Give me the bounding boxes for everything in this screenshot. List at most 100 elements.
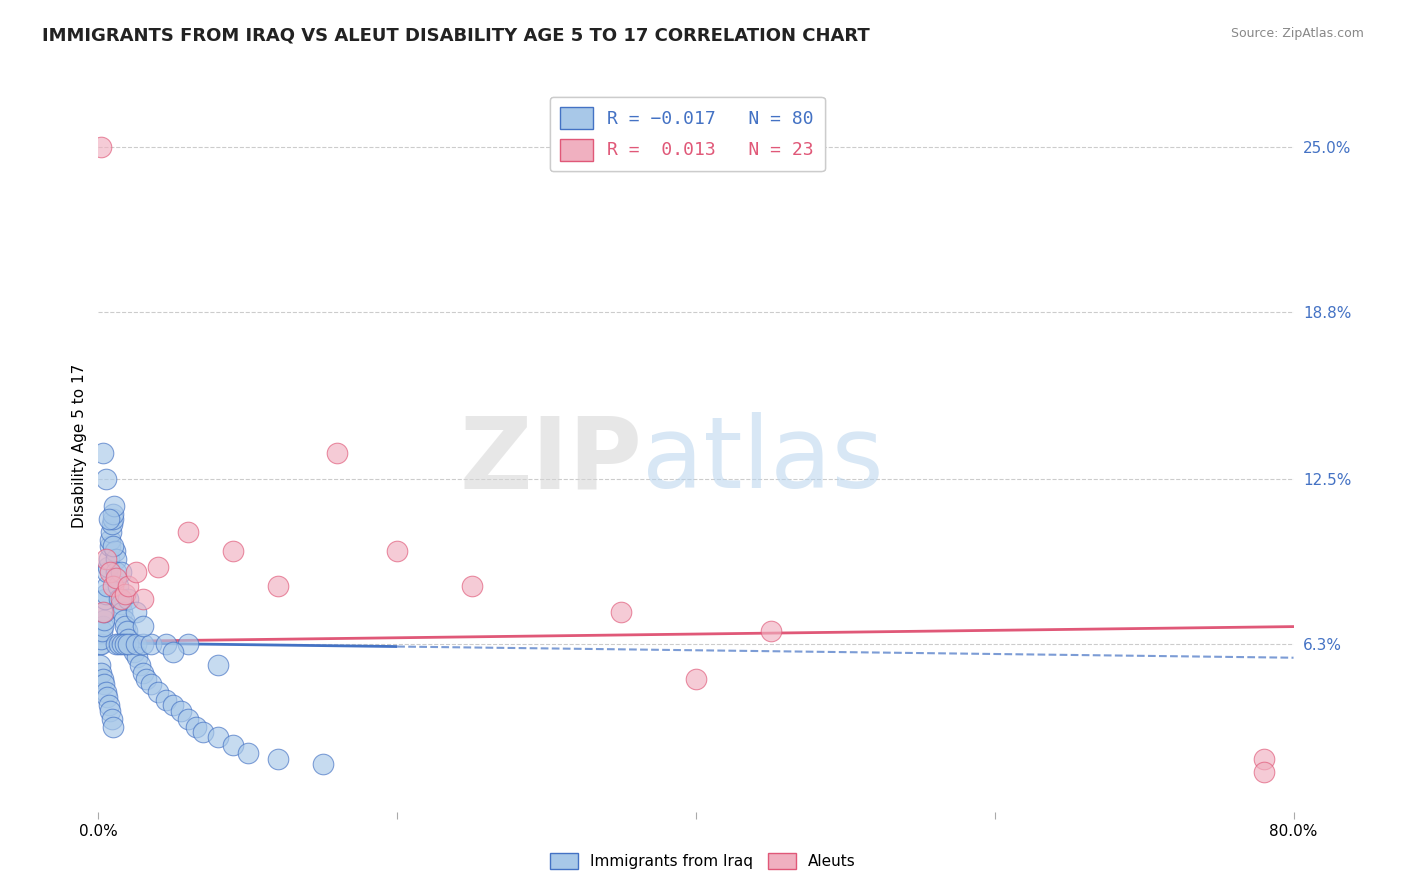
Text: atlas: atlas bbox=[643, 412, 884, 509]
Point bbox=[110, 566, 132, 580]
Point bbox=[127, 650, 149, 665]
Point bbox=[177, 525, 200, 540]
Point bbox=[98, 566, 122, 580]
Point bbox=[94, 472, 117, 486]
Point bbox=[120, 637, 142, 651]
Point bbox=[94, 552, 117, 566]
Point bbox=[191, 725, 214, 739]
Point bbox=[685, 672, 707, 686]
Point bbox=[207, 731, 229, 745]
Point bbox=[94, 586, 117, 600]
Point bbox=[267, 751, 290, 765]
Point bbox=[90, 637, 112, 651]
Point bbox=[104, 552, 127, 566]
Point bbox=[326, 445, 349, 459]
Point bbox=[129, 658, 152, 673]
Point bbox=[132, 618, 155, 632]
Point bbox=[100, 525, 122, 540]
Point bbox=[107, 579, 129, 593]
Point bbox=[93, 605, 115, 619]
Point bbox=[117, 579, 139, 593]
Point bbox=[104, 544, 127, 558]
Point bbox=[115, 624, 138, 638]
Point bbox=[610, 605, 633, 619]
Text: ZIP: ZIP bbox=[460, 412, 643, 509]
Point bbox=[93, 613, 115, 627]
Point bbox=[125, 637, 148, 651]
Legend: Immigrants from Iraq, Aleuts: Immigrants from Iraq, Aleuts bbox=[544, 847, 862, 875]
Point bbox=[96, 579, 118, 593]
Point bbox=[311, 756, 333, 771]
Point bbox=[101, 517, 124, 532]
Point bbox=[90, 632, 112, 646]
Point bbox=[105, 566, 128, 580]
Point bbox=[90, 666, 112, 681]
Point bbox=[117, 637, 139, 651]
Point bbox=[222, 544, 245, 558]
Point bbox=[111, 637, 134, 651]
Point bbox=[110, 597, 132, 611]
Point bbox=[1253, 764, 1275, 779]
Point bbox=[108, 591, 131, 606]
Point bbox=[111, 605, 134, 619]
Point bbox=[89, 658, 111, 673]
Point bbox=[385, 544, 409, 558]
Point bbox=[132, 666, 155, 681]
Point bbox=[177, 712, 200, 726]
Point bbox=[139, 677, 162, 691]
Point bbox=[125, 605, 148, 619]
Point bbox=[103, 507, 125, 521]
Text: Source: ZipAtlas.com: Source: ZipAtlas.com bbox=[1230, 27, 1364, 40]
Point bbox=[97, 512, 120, 526]
Point bbox=[222, 738, 245, 752]
Point bbox=[236, 746, 259, 760]
Point bbox=[114, 618, 136, 632]
Point bbox=[89, 637, 111, 651]
Point bbox=[93, 677, 115, 691]
Point bbox=[135, 672, 157, 686]
Point bbox=[132, 637, 155, 651]
Point bbox=[125, 566, 148, 580]
Point bbox=[98, 533, 122, 548]
Point bbox=[91, 624, 114, 638]
Point bbox=[103, 499, 125, 513]
Point bbox=[98, 539, 121, 553]
Point bbox=[162, 645, 184, 659]
Point bbox=[97, 560, 120, 574]
Point bbox=[96, 690, 118, 705]
Point bbox=[114, 586, 136, 600]
Point bbox=[124, 645, 146, 659]
Point bbox=[148, 685, 170, 699]
Point bbox=[207, 658, 229, 673]
Point bbox=[155, 637, 177, 651]
Legend: R = −0.017   N = 80, R =  0.013   N = 23: R = −0.017 N = 80, R = 0.013 N = 23 bbox=[550, 96, 825, 171]
Point bbox=[117, 632, 139, 646]
Point bbox=[101, 512, 124, 526]
Point bbox=[103, 579, 125, 593]
Point bbox=[162, 698, 184, 713]
Point bbox=[105, 637, 128, 651]
Point bbox=[96, 566, 118, 580]
Point bbox=[91, 445, 114, 459]
Point bbox=[94, 685, 117, 699]
Point bbox=[184, 720, 207, 734]
Point bbox=[108, 637, 131, 651]
Point bbox=[103, 720, 125, 734]
Point bbox=[112, 613, 135, 627]
Point bbox=[132, 591, 155, 606]
Point bbox=[98, 704, 122, 718]
Point bbox=[155, 693, 177, 707]
Point bbox=[169, 704, 191, 718]
Point bbox=[177, 637, 200, 651]
Point bbox=[94, 591, 117, 606]
Y-axis label: Disability Age 5 to 17: Disability Age 5 to 17 bbox=[72, 364, 87, 528]
Point bbox=[97, 552, 120, 566]
Point bbox=[461, 579, 484, 593]
Point bbox=[139, 637, 162, 651]
Point bbox=[148, 560, 170, 574]
Point bbox=[110, 591, 132, 606]
Point bbox=[1253, 751, 1275, 765]
Point bbox=[105, 571, 128, 585]
Text: IMMIGRANTS FROM IRAQ VS ALEUT DISABILITY AGE 5 TO 17 CORRELATION CHART: IMMIGRANTS FROM IRAQ VS ALEUT DISABILITY… bbox=[42, 27, 870, 45]
Point bbox=[117, 591, 139, 606]
